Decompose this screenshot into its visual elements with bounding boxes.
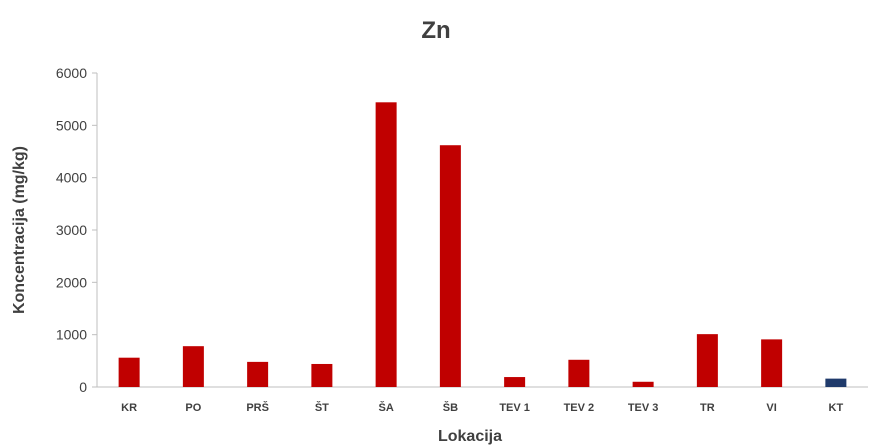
y-tick-labels: 0 1000 2000 3000 4000 5000 6000 — [56, 65, 87, 395]
bar-tr — [696, 334, 718, 387]
x-tick-label: ŠT — [315, 401, 329, 414]
bar-kr — [118, 357, 140, 387]
x-tick-label: VI — [766, 402, 776, 414]
y-axis-title: Koncentracija (mg/kg) — [11, 146, 28, 314]
bar-tev-2 — [568, 359, 590, 387]
x-tick-label: ŠA — [378, 401, 393, 414]
x-tick-label: PRŠ — [246, 401, 269, 414]
y-tick-label: 0 — [79, 379, 87, 395]
bar-tev-1 — [504, 377, 526, 387]
y-tick-label: 4000 — [56, 170, 87, 186]
x-tick-label: TEV 3 — [628, 402, 659, 414]
bars — [118, 102, 847, 387]
bar-vi — [761, 339, 783, 387]
y-tick-label: 6000 — [56, 65, 87, 81]
x-tick-label: TEV 1 — [499, 402, 530, 414]
x-axis-title: Lokacija — [438, 428, 502, 445]
y-tick-label: 1000 — [56, 327, 87, 343]
x-tick-label: TEV 2 — [564, 402, 595, 414]
y-tick-label: 5000 — [56, 117, 87, 133]
x-tick-label: PO — [185, 402, 201, 414]
bar-prš — [247, 361, 269, 387]
bar-tev-3 — [632, 381, 654, 387]
axes — [92, 72, 868, 388]
x-tick-label: KR — [121, 402, 137, 414]
x-tick-labels: KR PO PRŠ ŠT ŠA ŠB TEV 1 TEV 2 TEV 3 TR VI KT — [121, 401, 843, 414]
x-tick-label: KT — [829, 402, 844, 414]
chart-title: Zn — [421, 17, 450, 44]
y-tick-label: 2000 — [56, 274, 87, 290]
x-tick-label: ŠB — [443, 401, 458, 414]
bar-kt — [825, 378, 847, 387]
y-tick-label: 3000 — [56, 222, 87, 238]
bar-po — [182, 346, 204, 387]
x-tick-label: TR — [700, 402, 715, 414]
bar-šb — [439, 145, 461, 387]
bar-ša — [375, 102, 397, 387]
bar-št — [311, 363, 333, 387]
